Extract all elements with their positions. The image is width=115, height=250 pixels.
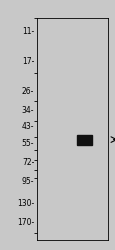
Text: 95-: 95- — [22, 177, 34, 186]
Text: 43-: 43- — [22, 122, 34, 131]
Text: 17-: 17- — [22, 57, 34, 66]
Text: 26-: 26- — [22, 87, 34, 96]
Text: 170-: 170- — [17, 218, 34, 226]
Text: 55-: 55- — [22, 139, 34, 148]
Text: 11-: 11- — [22, 27, 34, 36]
Text: 72-: 72- — [22, 158, 34, 167]
Text: 130-: 130- — [17, 199, 34, 208]
Polygon shape — [76, 136, 92, 145]
Text: 34-: 34- — [22, 106, 34, 114]
